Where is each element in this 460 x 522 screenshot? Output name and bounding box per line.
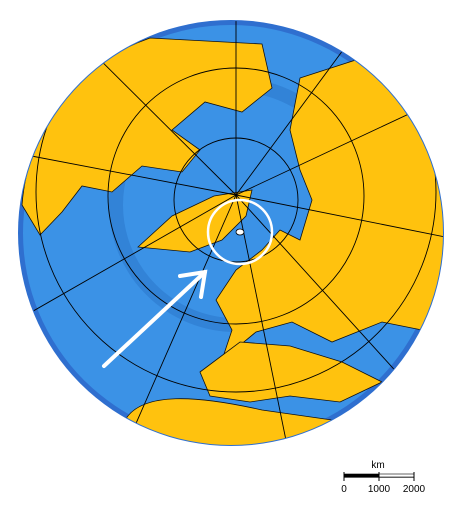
highlight-circle — [206, 198, 274, 266]
europe — [199, 341, 383, 403]
scale-bar-label: 1000 — [368, 484, 391, 495]
island — [235, 228, 245, 236]
arrow — [102, 269, 208, 368]
scale-bar-label: 2000 — [403, 484, 426, 495]
scale-unit: km — [371, 460, 384, 471]
globe — [19, 21, 443, 445]
eurasia — [215, 57, 443, 362]
scale-bar-label: 0 — [341, 484, 347, 495]
scale-bar-segment — [378, 473, 415, 478]
scale-bar: km 0 1000 2000 — [341, 460, 425, 495]
scale-bar-segment — [343, 473, 380, 478]
